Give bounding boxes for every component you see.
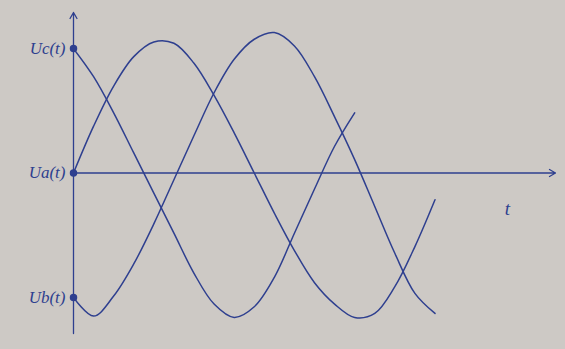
svg-text:Ub(t): Ub(t)	[29, 288, 66, 307]
svg-text:Ua(t): Ua(t)	[29, 163, 66, 182]
svg-text:Uc(t): Uc(t)	[30, 39, 66, 58]
svg-text:t: t	[505, 198, 511, 219]
